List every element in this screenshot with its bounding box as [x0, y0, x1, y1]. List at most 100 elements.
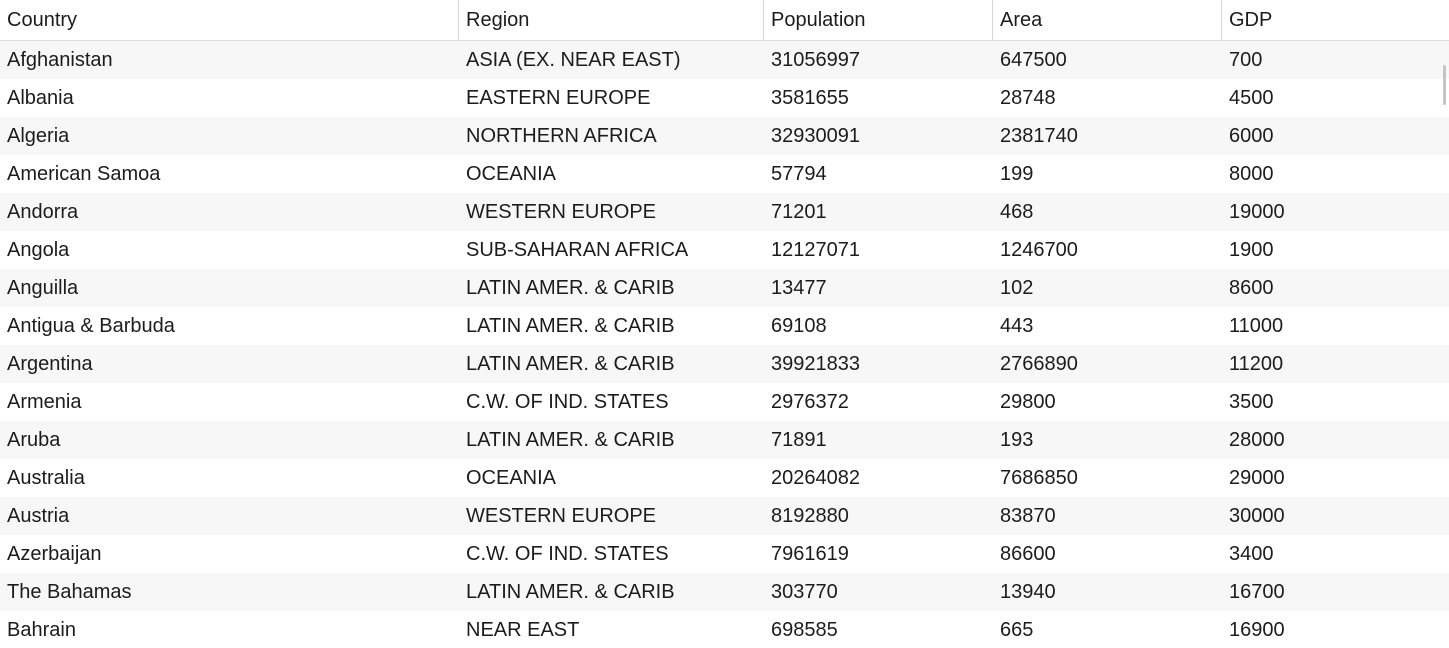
cell-population: 39921833	[771, 353, 860, 375]
cell-country: Bahrain	[7, 619, 76, 641]
cell-population: 57794	[771, 163, 827, 185]
cell-population: 32930091	[771, 125, 860, 147]
cell-population: 20264082	[771, 467, 860, 489]
cell-gdp: 29000	[1229, 467, 1285, 489]
cell-population: 2976372	[771, 391, 849, 413]
table-row[interactable]: Antigua & Barbuda LATIN AMER. & CARIB 69…	[0, 307, 1449, 345]
grid-body: Afghanistan ASIA (EX. NEAR EAST) 3105699…	[0, 41, 1449, 648]
cell-area: 2381740	[1000, 125, 1078, 147]
cell-country: American Samoa	[7, 163, 161, 185]
cell-gdp: 16900	[1229, 619, 1285, 641]
cell-country: The Bahamas	[7, 581, 132, 603]
cell-region: C.W. OF IND. STATES	[466, 391, 669, 413]
cell-gdp: 19000	[1229, 201, 1285, 223]
grid-header: Country Region Population Area GDP	[0, 0, 1449, 41]
cell-country: Aruba	[7, 429, 61, 451]
cell-population: 13477	[771, 277, 827, 299]
cell-area: 83870	[1000, 505, 1056, 527]
cell-country: Algeria	[7, 125, 70, 147]
table-row[interactable]: Angola SUB-SAHARAN AFRICA 12127071 12467…	[0, 231, 1449, 269]
cell-area: 199	[1000, 163, 1034, 185]
cell-area: 1246700	[1000, 239, 1078, 261]
cell-gdp: 11000	[1229, 315, 1284, 337]
cell-country: Azerbaijan	[7, 543, 102, 565]
cell-population: 71891	[771, 429, 827, 451]
cell-region: LATIN AMER. & CARIB	[466, 581, 675, 603]
cell-gdp: 3500	[1229, 391, 1274, 413]
column-header-population[interactable]: Population	[764, 0, 993, 40]
cell-region: LATIN AMER. & CARIB	[466, 277, 675, 299]
cell-gdp: 16700	[1229, 581, 1285, 603]
cell-region: LATIN AMER. & CARIB	[466, 429, 675, 451]
cell-area: 86600	[1000, 543, 1056, 565]
table-row[interactable]: Andorra WESTERN EUROPE 71201 468 19000	[0, 193, 1449, 231]
cell-gdp: 6000	[1229, 125, 1274, 147]
cell-area: 665	[1000, 619, 1034, 641]
cell-country: Australia	[7, 467, 85, 489]
cell-region: SUB-SAHARAN AFRICA	[466, 239, 689, 261]
cell-country: Austria	[7, 505, 70, 527]
cell-population: 303770	[771, 581, 838, 603]
column-header-gdp[interactable]: GDP	[1229, 9, 1273, 31]
cell-population: 12127071	[771, 239, 860, 261]
cell-region: NORTHERN AFRICA	[466, 125, 657, 147]
cell-country: Antigua & Barbuda	[7, 315, 175, 337]
cell-population: 71201	[771, 201, 827, 223]
vertical-scrollbar[interactable]	[1441, 41, 1449, 648]
cell-gdp: 8600	[1229, 277, 1274, 299]
cell-country: Andorra	[7, 201, 79, 223]
scrollbar-thumb[interactable]	[1443, 65, 1446, 105]
cell-population: 3581655	[771, 87, 849, 109]
table-row[interactable]: Aruba LATIN AMER. & CARIB 71891 193 2800…	[0, 421, 1449, 459]
table-row[interactable]: Austria WESTERN EUROPE 8192880 83870 300…	[0, 497, 1449, 535]
cell-population: 31056997	[771, 49, 860, 71]
cell-population: 8192880	[771, 505, 849, 527]
cell-area: 13940	[1000, 581, 1056, 603]
table-row[interactable]: Algeria NORTHERN AFRICA 32930091 2381740…	[0, 117, 1449, 155]
column-header-region[interactable]: Region	[459, 0, 764, 40]
table-row[interactable]: Bahrain NEAR EAST 698585 665 16900	[0, 611, 1449, 648]
cell-area: 102	[1000, 277, 1034, 299]
cell-country: Angola	[7, 239, 70, 261]
table-row[interactable]: Azerbaijan C.W. OF IND. STATES 7961619 8…	[0, 535, 1449, 573]
cell-gdp: 28000	[1229, 429, 1285, 451]
table-row[interactable]: Albania EASTERN EUROPE 3581655 28748 450…	[0, 79, 1449, 117]
cell-region: WESTERN EUROPE	[466, 505, 657, 527]
cell-area: 29800	[1000, 391, 1056, 413]
cell-population: 69108	[771, 315, 827, 337]
cell-region: OCEANIA	[466, 467, 557, 489]
cell-gdp: 8000	[1229, 163, 1274, 185]
cell-area: 193	[1000, 429, 1034, 451]
cell-country: Albania	[7, 87, 74, 109]
cell-region: NEAR EAST	[466, 619, 580, 641]
cell-area: 647500	[1000, 49, 1067, 71]
cell-area: 7686850	[1000, 467, 1078, 489]
column-header-country[interactable]: Country	[0, 0, 459, 40]
cell-country: Argentina	[7, 353, 93, 375]
cell-country: Armenia	[7, 391, 82, 413]
cell-country: Anguilla	[7, 277, 79, 299]
table-row[interactable]: Australia OCEANIA 20264082 7686850 29000	[0, 459, 1449, 497]
cell-gdp: 3400	[1229, 543, 1274, 565]
table-row[interactable]: The Bahamas LATIN AMER. & CARIB 303770 1…	[0, 573, 1449, 611]
table-row[interactable]: Armenia C.W. OF IND. STATES 2976372 2980…	[0, 383, 1449, 421]
cell-region: LATIN AMER. & CARIB	[466, 315, 675, 337]
table-row[interactable]: Afghanistan ASIA (EX. NEAR EAST) 3105699…	[0, 41, 1449, 79]
cell-region: OCEANIA	[466, 163, 557, 185]
cell-population: 698585	[771, 619, 838, 641]
cell-gdp: 4500	[1229, 87, 1274, 109]
table-row[interactable]: American Samoa OCEANIA 57794 199 8000	[0, 155, 1449, 193]
table-row[interactable]: Anguilla LATIN AMER. & CARIB 13477 102 8…	[0, 269, 1449, 307]
table-row[interactable]: Argentina LATIN AMER. & CARIB 39921833 2…	[0, 345, 1449, 383]
cell-region: EASTERN EUROPE	[466, 87, 651, 109]
cell-gdp: 11200	[1229, 353, 1284, 375]
column-header-area[interactable]: Area	[993, 0, 1222, 40]
cell-area: 28748	[1000, 87, 1056, 109]
cell-population: 7961619	[771, 543, 849, 565]
cell-area: 443	[1000, 315, 1034, 337]
cell-gdp: 700	[1229, 49, 1263, 71]
cell-region: LATIN AMER. & CARIB	[466, 353, 675, 375]
cell-region: C.W. OF IND. STATES	[466, 543, 669, 565]
cell-region: WESTERN EUROPE	[466, 201, 657, 223]
